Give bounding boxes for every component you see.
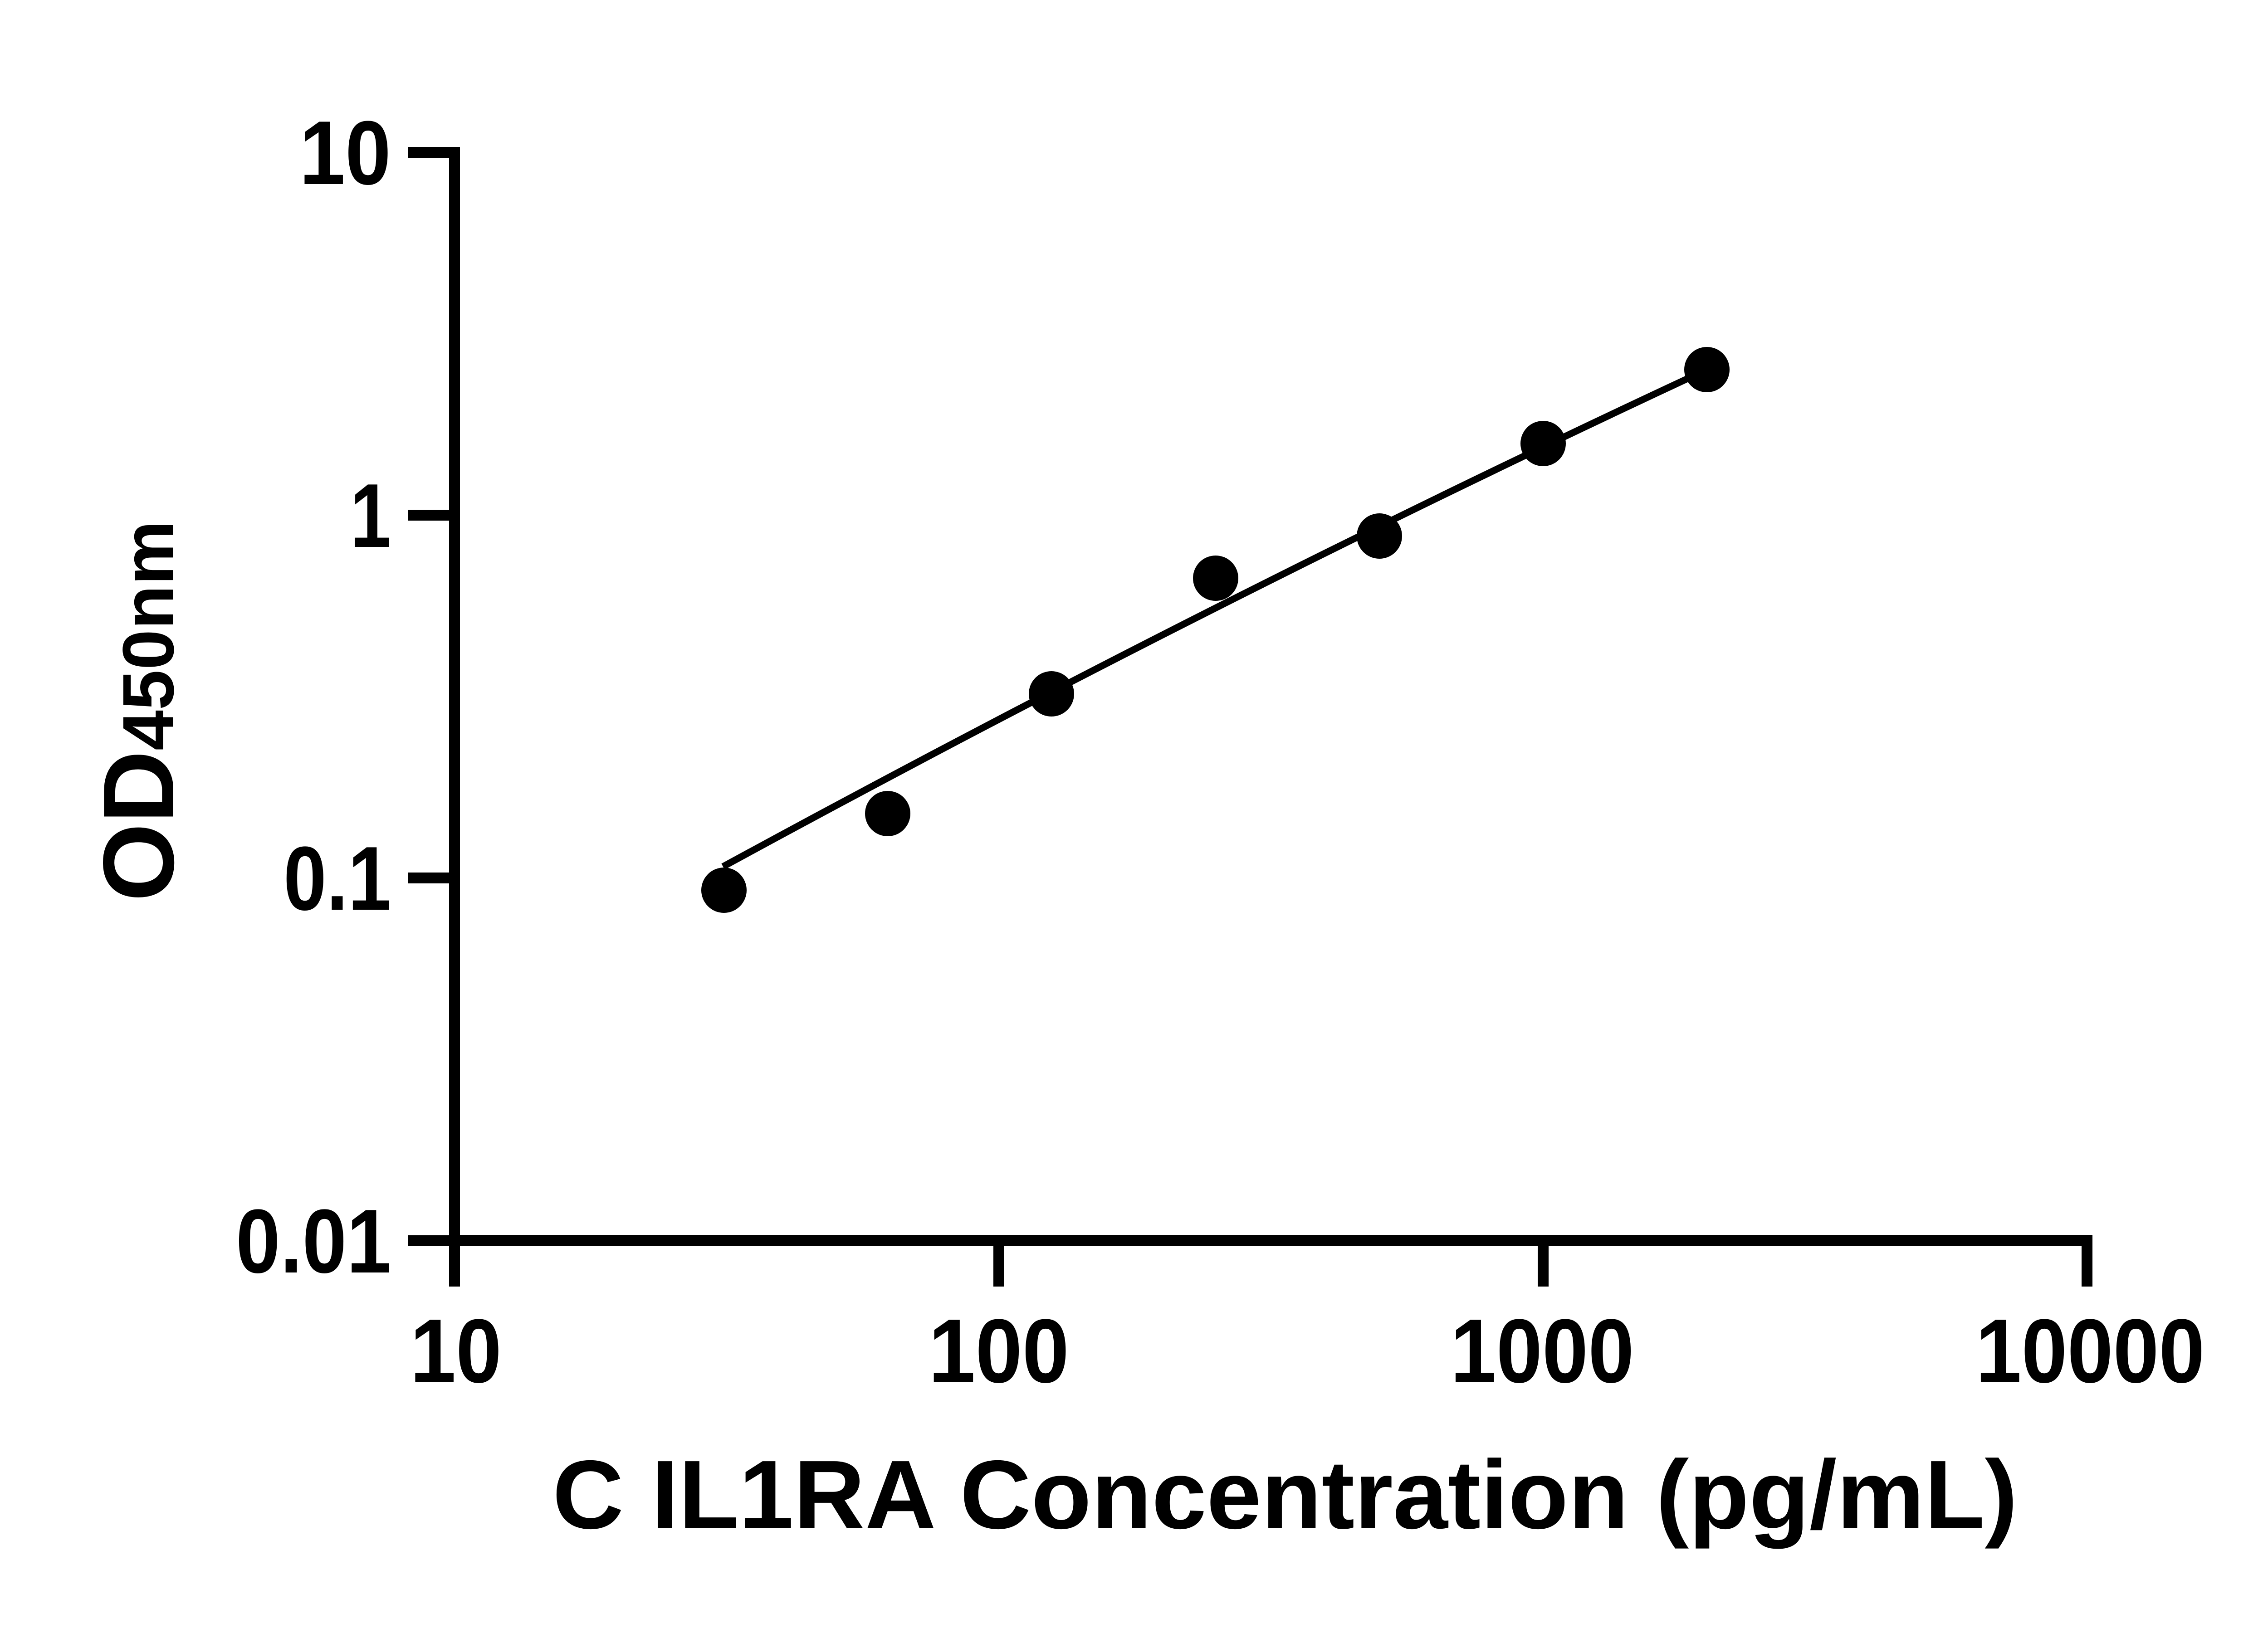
svg-text:C IL1RA Concentration (pg/mL): C IL1RA Concentration (pg/mL)	[552, 1440, 2018, 1549]
svg-text:10: 10	[299, 102, 391, 204]
svg-text:1000: 1000	[1451, 1301, 1634, 1402]
svg-text:0.1: 0.1	[284, 828, 391, 929]
svg-text:0.01: 0.01	[236, 1191, 391, 1292]
svg-text:10: 10	[410, 1301, 502, 1402]
svg-text:100: 100	[929, 1301, 1069, 1402]
svg-text:1: 1	[350, 465, 391, 566]
svg-text:10000: 10000	[1976, 1301, 2205, 1402]
